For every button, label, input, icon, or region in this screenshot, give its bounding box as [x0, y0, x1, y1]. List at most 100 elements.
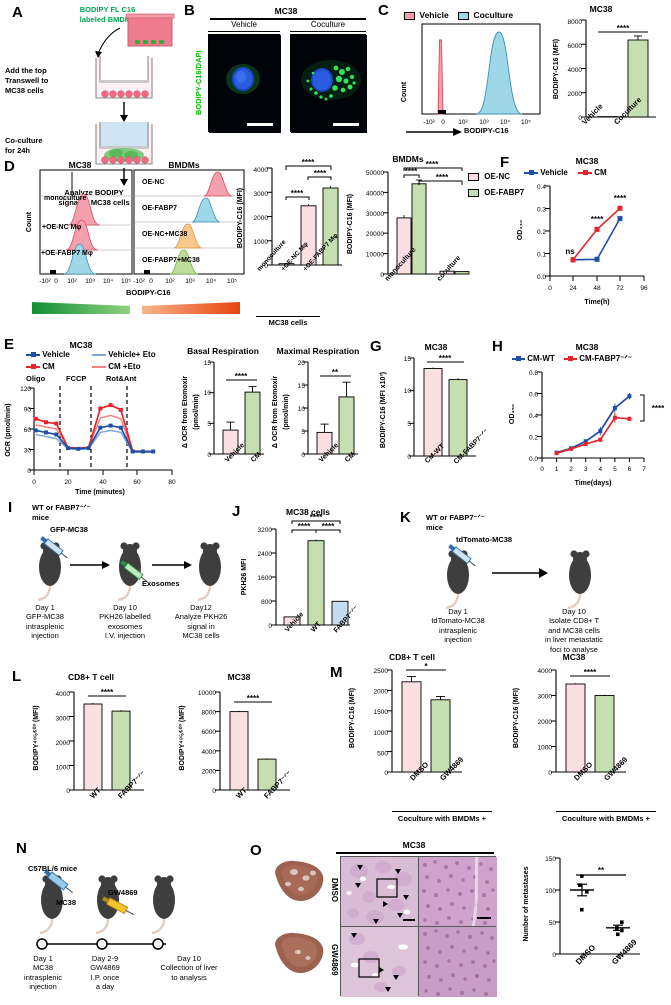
svg-text:4000: 4000 [568, 67, 583, 74]
panel-i-step-2-l3: I.V. injection [104, 631, 146, 641]
panel-n-step-2-text: Day 2-9 GW4869 I.P. once a day [70, 954, 140, 992]
svg-text:2000: 2000 [254, 215, 269, 222]
svg-text:0: 0 [268, 623, 272, 630]
panel-n-step-3-day: Day 10 [177, 954, 201, 963]
svg-text:3000: 3000 [538, 694, 553, 701]
svg-text:60: 60 [133, 479, 141, 486]
svg-text:Count: Count [26, 211, 33, 232]
svg-text:****: **** [591, 215, 604, 224]
svg-text:2000: 2000 [568, 91, 583, 98]
svg-text:120: 120 [20, 386, 31, 393]
svg-text:7: 7 [642, 466, 646, 473]
svg-text:5: 5 [407, 421, 411, 428]
svg-text:15: 15 [204, 360, 212, 367]
svg-text:1500: 1500 [374, 709, 389, 716]
panel-a-top-label-line2: labeled BMDMs [79, 15, 136, 24]
panel-o-label: O [250, 842, 262, 859]
panel-b-y-label: BODIPY-C16/DAPI [194, 50, 203, 116]
panel-d-label: D [4, 158, 15, 175]
panel-i-label: I [8, 499, 13, 516]
svg-text:30: 30 [24, 448, 32, 455]
panel-e-seahorse-chart: OCR (pmol/min) 0 30 60 90 120 0 20 40 60 80 [5, 386, 176, 496]
panel-i-step-3-l1: Analyze PKH26 [174, 612, 228, 622]
svg-text:1600: 1600 [258, 575, 273, 582]
panel-m-footer-right: Coculture with BMDMs + [561, 814, 651, 823]
svg-text:24: 24 [569, 285, 577, 292]
panel-c-flow-plot: Count -10² 0 10² 10³ 10⁴ 10⁵ [401, 23, 541, 126]
panel-d-flow-right: -10² 0 10² 10³ 10⁴ 10⁵ [133, 169, 245, 285]
panel-k-header-2: mice [426, 523, 444, 532]
panel-i-step-1-text: Day 1 GFP-MC38 intrasplenic injection [6, 603, 84, 641]
panel-m-right-title: MC38 [562, 652, 586, 662]
panel-k-step-2-l1: Isolate CD8+ T [548, 616, 600, 626]
panel-m-left-rule [392, 811, 492, 813]
panel-e-title: MC38 [69, 340, 93, 350]
svg-text:ns: ns [565, 247, 575, 256]
svg-text:BODIPY-C16 (MFI): BODIPY-C16 (MFI) [237, 188, 244, 248]
svg-text:0: 0 [540, 466, 544, 473]
svg-text:(pmol/min): (pmol/min) [283, 394, 290, 430]
panel-e-basal-title: Basal Respiration [187, 346, 259, 356]
panel-o-row-label-gw-wrap: GW4869 [330, 926, 339, 994]
panel-k: K WT or FABP7⁻ᐟ⁻ mice tdTomato-MC38 Day … [400, 495, 671, 660]
svg-text:10⁴: 10⁴ [500, 119, 510, 126]
panel-b-label: B [184, 2, 195, 19]
panel-c-significance: **** [617, 24, 630, 33]
panel-d-right-title: BMDMs [392, 154, 424, 164]
panel-k-step-1-text: Day 1 tdTomato-MC38 intrasplenic injecti… [412, 607, 504, 645]
panel-n-step-2-day: Day 2-9 [91, 954, 119, 963]
svg-text:****: **** [310, 513, 323, 522]
svg-text:BODIPY-C16 (MFI): BODIPY-C16 (MFI) [513, 688, 520, 748]
panel-n-diagram [36, 869, 175, 950]
panel-e-maximal-chart: Δ OCR from Etomoxir (pmol/min) 0 5 10 15 20… [272, 360, 358, 459]
panel-c-x-axis-arrow [406, 127, 464, 137]
panel-d-gradient-bars [32, 302, 240, 314]
panel-k-step-2-text: Day 10 Isolate CD8+ T and MC38 cells in … [520, 607, 628, 654]
svg-text:0.6: 0.6 [529, 392, 538, 399]
panel-i-inject-label: GFP-MC38 [50, 525, 88, 534]
panel-d-flow-left-row-3: +OE-FABP7 Mφ [41, 250, 93, 257]
panel-e-basal-chart: Δ OCR from Etomoxir (pmol/min) 0 5 10 15 **… [182, 360, 264, 459]
svg-text:2500: 2500 [374, 668, 389, 675]
svg-text:10⁴: 10⁴ [206, 278, 216, 285]
panel-n-step-1-l1: MC38 [32, 963, 53, 973]
svg-text:-10²: -10² [423, 119, 435, 126]
panel-o-row-label-dmso-wrap: DMSO [330, 856, 339, 924]
panel-o-row-label-dmso: DMSO [330, 878, 339, 902]
svg-text:2000: 2000 [374, 689, 389, 696]
svg-text:4000: 4000 [56, 691, 71, 698]
svg-text:OD₄₅₀: OD₄₅₀ [509, 404, 516, 424]
panel-h-legend-ko: CM-FABP7⁻ᐟ⁻ [579, 354, 632, 363]
svg-text:0.1: 0.1 [537, 252, 546, 259]
panel-k-step-2-l2: and MC38 cells [548, 625, 600, 635]
panel-n-label: N [16, 840, 27, 857]
svg-text:10²: 10² [458, 119, 468, 126]
panel-b-image-label-coculture: Coculture [310, 20, 346, 29]
panel-a-step1-line1: Add the top [5, 66, 47, 75]
panel-c-x-label: BODIPY-C16 [464, 126, 509, 135]
panel-i: I WT or FABP7⁻ᐟ⁻ mice GFP-MC38 [0, 495, 235, 655]
svg-text:150: 150 [545, 856, 556, 863]
svg-text:40: 40 [99, 479, 107, 486]
svg-text:30000: 30000 [366, 211, 384, 218]
panel-j-chart: PKH26 MFI 0 800 1600 2400 3200 **** **** **… [241, 513, 350, 630]
svg-text:BODIPY-C16 (MFI): BODIPY-C16 (MFI) [347, 194, 354, 254]
svg-text:50000: 50000 [366, 170, 384, 177]
panel-g-label: G [370, 338, 382, 355]
panel-i-step-1-l1: GFP-MC38 [26, 612, 64, 622]
panel-n-step-1-text: Day 1 MC38 intrasplenic injection [8, 954, 78, 992]
panel-h-legend: CM-WT CM-FABP7⁻ᐟ⁻ [512, 354, 632, 363]
svg-text:0.4: 0.4 [537, 184, 546, 191]
panel-c-legend: Vehicle Coculture [404, 10, 513, 20]
svg-text:96: 96 [640, 285, 648, 292]
panel-a-step2-line2: for 24h [5, 145, 31, 155]
svg-text:1000: 1000 [374, 730, 389, 737]
panel-d-flow-left-row-1: monoculture [44, 195, 87, 202]
panel-a-step2-line1: Co-culture [5, 136, 43, 145]
svg-text:0: 0 [548, 770, 552, 777]
panel-e-basal: Basal Respiration Δ OCR from Etomoxir (p… [178, 344, 268, 492]
panel-i-step-2-day: Day 10 [113, 603, 137, 612]
panel-a-step2: Co-culture for 24h [5, 136, 91, 156]
svg-text:Δ OCR from Etomoxir: Δ OCR from Etomoxir [182, 376, 189, 449]
